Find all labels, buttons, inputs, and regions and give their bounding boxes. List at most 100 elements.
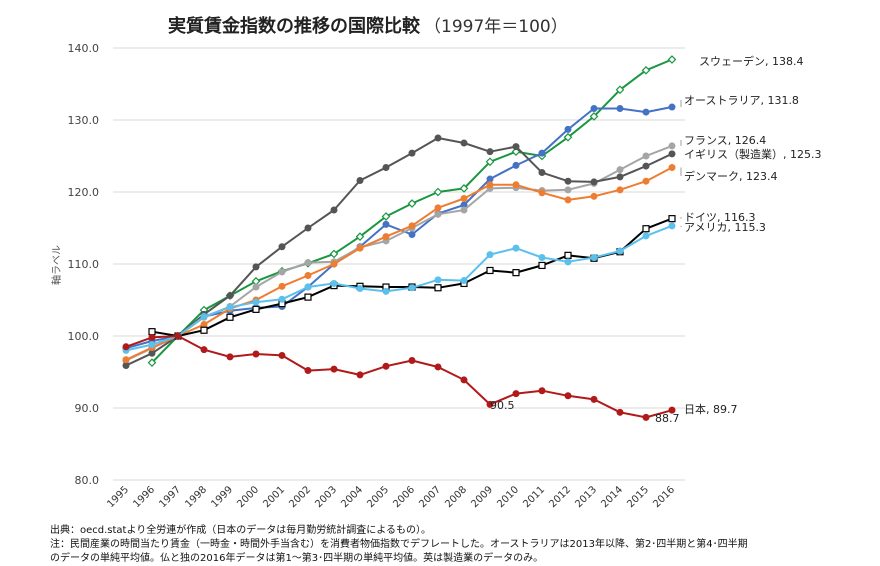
x-tick-label: 2000 (235, 484, 261, 510)
data-point (174, 332, 182, 340)
data-point (252, 350, 260, 358)
data-point (590, 395, 598, 403)
data-point (564, 125, 572, 133)
data-point (200, 346, 208, 354)
data-point (200, 320, 208, 328)
data-point (538, 169, 546, 177)
x-tick-label: 2016 (651, 484, 677, 510)
data-point (460, 376, 468, 384)
series-line (125, 335, 673, 419)
x-tick-label: 2001 (261, 484, 287, 510)
data-point (434, 210, 442, 218)
data-point (668, 142, 676, 150)
data-point (330, 206, 338, 214)
data-point (564, 251, 572, 259)
chart-subtitle: （1997年＝100） (424, 17, 568, 37)
data-point (512, 244, 520, 252)
data-point (408, 230, 416, 238)
x-tick-label: 2002 (287, 484, 313, 510)
data-point (356, 244, 364, 252)
series-3 (122, 134, 676, 370)
series-label: ドイツ, 116.3 (684, 211, 755, 224)
x-tick-label: 2010 (495, 484, 521, 510)
series-line (125, 137, 673, 367)
data-point (304, 224, 312, 232)
data-point (434, 363, 442, 371)
data-point (460, 277, 468, 285)
data-point (512, 161, 520, 169)
data-point (460, 194, 468, 202)
data-point (408, 284, 416, 292)
x-tick-label: 2003 (313, 484, 339, 510)
data-point (252, 298, 260, 306)
data-point (148, 341, 156, 349)
data-point (226, 353, 234, 361)
data-point (564, 186, 572, 194)
data-point (486, 400, 494, 408)
data-point (433, 187, 443, 197)
data-point (434, 276, 442, 284)
data-point (668, 150, 676, 158)
series-label: アメリカ, 115.3 (684, 221, 766, 234)
data-point (564, 177, 572, 185)
wage-index-chart: 実質賃金指数の推移の国際比較 （1997年＝100） 軸ラベル 80.0 90.0… (50, 15, 821, 510)
data-point (200, 326, 208, 334)
data-point (382, 362, 390, 370)
data-point (642, 108, 650, 116)
data-point (434, 204, 442, 212)
data-point (434, 134, 442, 142)
source-note: 出典：oecd.statより全労連が作成（日本のデータは毎月勤労統計調査によるも… (50, 525, 431, 536)
data-point (564, 392, 572, 400)
data-point (355, 232, 365, 241)
data-point (563, 132, 573, 142)
data-point (589, 112, 599, 121)
data-point (590, 254, 598, 262)
data-point (616, 104, 624, 112)
data-point (304, 259, 312, 267)
data-point (147, 358, 157, 367)
series-7 (122, 332, 676, 421)
data-point (512, 143, 520, 151)
data-point (485, 157, 495, 167)
data-point (642, 225, 650, 233)
data-point (382, 233, 390, 241)
series-label: イギリス（製造業）, 125.3 (684, 147, 821, 161)
data-point (356, 284, 364, 292)
data-point (668, 103, 676, 111)
series-line (125, 106, 673, 350)
x-tick-label: 1999 (209, 484, 235, 510)
x-tick-label: 2015 (625, 484, 651, 510)
data-annotation: 90.5 (490, 399, 515, 412)
series-label: フランス, 126.4 (684, 134, 766, 147)
data-point (538, 387, 546, 395)
data-point (590, 104, 598, 112)
data-point (590, 192, 598, 200)
x-tick-label: 2005 (365, 484, 391, 510)
data-point (278, 268, 286, 276)
data-point (148, 328, 156, 336)
data-point (641, 65, 651, 75)
series-label: オーストラリア, 131.8 (684, 94, 799, 107)
data-point (356, 176, 364, 184)
x-tick-label: 2014 (599, 484, 625, 510)
data-point (538, 261, 546, 270)
y-tick-label: 120.0 (68, 186, 100, 199)
data-point (486, 266, 494, 275)
data-point (668, 406, 676, 414)
data-point (304, 283, 312, 291)
data-point (382, 220, 390, 228)
data-point (226, 292, 234, 300)
data-point (668, 164, 676, 172)
data-point (408, 356, 416, 364)
y-tick-label: 90.0 (75, 402, 100, 415)
data-point (459, 184, 469, 193)
data-point (616, 408, 624, 416)
data-point (304, 293, 312, 301)
data-point (408, 222, 416, 230)
x-tick-label: 2004 (339, 484, 365, 510)
data-point (200, 313, 208, 321)
data-point (122, 356, 130, 364)
y-tick-label: 140.0 (68, 42, 100, 55)
data-point (642, 177, 650, 185)
data-point (512, 269, 520, 277)
